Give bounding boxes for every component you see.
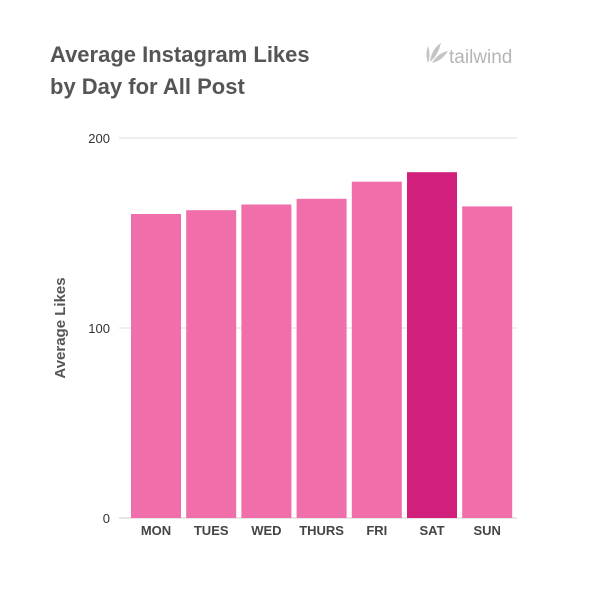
x-tick-label: TUES [194, 523, 229, 538]
bar-sat [407, 172, 457, 518]
y-tick-label: 200 [88, 131, 110, 146]
chart-title-line-2: by Day for All Post [50, 74, 245, 99]
x-tick-label: FRI [366, 523, 387, 538]
y-axis-label: Average Likes [52, 277, 69, 378]
x-tick-label: SUN [473, 523, 500, 538]
bars [131, 172, 513, 519]
bar-mon [131, 214, 181, 518]
y-axis-ticks: 0 100 200 [88, 131, 110, 526]
x-axis-ticks: MON TUES WED THURS FRI SAT SUN [141, 523, 501, 538]
chart-title-line-1: Average Instagram Likes [50, 42, 310, 67]
x-tick-label: THURS [299, 523, 344, 538]
tailwind-logo: tailwind [426, 43, 512, 68]
y-tick-label: 0 [103, 511, 110, 526]
x-tick-label: SAT [419, 523, 444, 538]
bar-thurs [296, 198, 347, 519]
bar-wed [241, 204, 292, 518]
bar-fri [351, 181, 402, 518]
bar-sun [462, 206, 513, 518]
logo-text: tailwind [449, 47, 512, 68]
x-tick-label: MON [141, 523, 171, 538]
x-tick-label: WED [251, 523, 281, 538]
tailwind-leaf-icon [426, 43, 448, 63]
bar-tues [186, 210, 237, 518]
y-tick-label: 100 [88, 321, 110, 336]
